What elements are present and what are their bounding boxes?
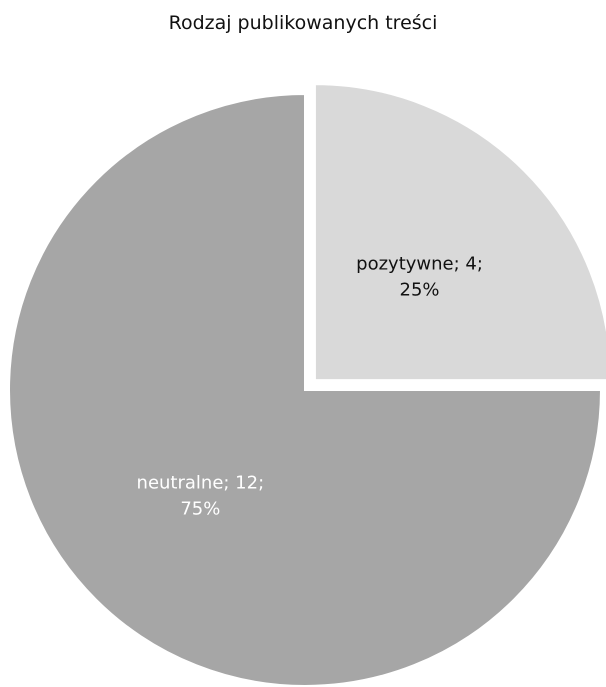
data-label-pozytywne-line1: pozytywne; 4; — [356, 253, 483, 274]
data-label-neutralne-line1: neutralne; 12; — [137, 473, 265, 494]
data-label-pozytywne: pozytywne; 4; 25% — [356, 253, 483, 300]
data-label-neutralne: neutralne; 12; 75% — [137, 473, 265, 520]
pie-slice-pozytywne — [313, 83, 606, 382]
pie-labels: pozytywne; 4; 25% neutralne; 12; 75% — [137, 253, 483, 519]
data-label-neutralne-line2: 75% — [180, 499, 220, 520]
chart-title: Rodzaj publikowanych treści — [168, 12, 438, 34]
pie-slice-neutralne — [8, 92, 603, 687]
data-label-pozytywne-line2: 25% — [400, 279, 440, 300]
pie-slices — [8, 83, 606, 687]
